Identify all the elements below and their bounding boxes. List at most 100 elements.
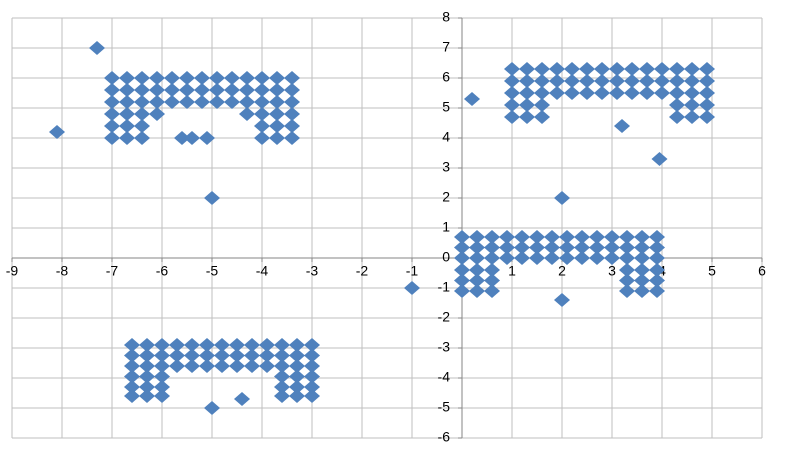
- marker: [684, 86, 700, 100]
- marker: [649, 273, 665, 288]
- marker: [624, 74, 640, 88]
- marker: [239, 71, 255, 85]
- marker: [654, 62, 670, 76]
- marker: [534, 110, 550, 124]
- x-tick-label: -1: [406, 263, 419, 279]
- marker: [649, 263, 665, 277]
- marker: [259, 338, 275, 352]
- y-tick-label: -2: [438, 309, 451, 325]
- marker: [549, 86, 565, 100]
- marker: [504, 98, 520, 112]
- y-tick-label: -1: [438, 279, 451, 295]
- marker: [284, 95, 300, 109]
- y-tick-label: -6: [438, 429, 451, 445]
- marker: [579, 74, 595, 88]
- y-tick-label: -5: [438, 399, 451, 415]
- marker: [199, 131, 215, 145]
- marker: [469, 251, 485, 265]
- marker: [209, 95, 225, 109]
- marker: [499, 230, 515, 244]
- y-tick-label: 6: [442, 69, 450, 85]
- marker: [684, 98, 700, 112]
- marker: [134, 131, 150, 145]
- marker: [284, 83, 300, 97]
- marker: [104, 83, 120, 97]
- marker: [119, 95, 135, 109]
- marker: [699, 98, 715, 112]
- marker: [274, 348, 290, 363]
- marker: [164, 95, 180, 109]
- marker: [669, 62, 685, 76]
- marker: [504, 86, 520, 100]
- marker: [454, 230, 470, 244]
- marker: [559, 251, 575, 265]
- marker: [484, 263, 500, 277]
- y-tick-label: 8: [442, 9, 450, 25]
- marker: [124, 348, 140, 363]
- marker: [634, 230, 650, 244]
- marker: [634, 263, 650, 277]
- marker: [484, 273, 500, 288]
- marker: [179, 83, 195, 97]
- marker: [244, 338, 260, 352]
- marker: [124, 359, 140, 373]
- y-tick-label: 0: [442, 249, 450, 265]
- marker: [199, 348, 215, 363]
- marker: [684, 62, 700, 76]
- marker: [649, 230, 665, 244]
- marker: [614, 119, 630, 133]
- marker: [549, 74, 565, 88]
- marker: [684, 74, 700, 88]
- marker: [654, 86, 670, 100]
- marker: [199, 359, 215, 373]
- marker: [184, 359, 200, 373]
- marker: [139, 380, 155, 394]
- x-tick-label: -7: [106, 263, 119, 279]
- marker: [229, 348, 245, 363]
- marker: [269, 71, 285, 85]
- x-tick-label: -4: [256, 263, 269, 279]
- marker: [559, 230, 575, 244]
- marker: [634, 273, 650, 288]
- marker: [544, 230, 560, 244]
- marker: [244, 348, 260, 363]
- marker: [119, 107, 135, 121]
- marker: [519, 110, 535, 124]
- marker: [564, 86, 580, 100]
- marker: [124, 369, 140, 384]
- x-tick-label: -5: [206, 263, 219, 279]
- y-tick-label: 5: [442, 99, 450, 115]
- marker: [259, 348, 275, 363]
- marker: [289, 389, 305, 403]
- marker: [574, 230, 590, 244]
- marker: [119, 71, 135, 85]
- marker: [454, 240, 470, 255]
- marker: [529, 251, 545, 265]
- marker: [454, 251, 470, 265]
- marker: [104, 71, 120, 85]
- marker: [269, 131, 285, 145]
- marker: [649, 251, 665, 265]
- marker: [544, 240, 560, 255]
- marker: [139, 338, 155, 352]
- y-tick-label: 3: [442, 159, 450, 175]
- marker: [209, 71, 225, 85]
- marker: [134, 71, 150, 85]
- marker: [619, 240, 635, 255]
- x-tick-label: -9: [6, 263, 19, 279]
- x-tick-label: -6: [156, 263, 169, 279]
- marker: [304, 338, 320, 352]
- marker: [284, 131, 300, 145]
- marker: [624, 86, 640, 100]
- marker: [469, 240, 485, 255]
- marker: [499, 251, 515, 265]
- marker: [199, 338, 215, 352]
- marker: [234, 392, 250, 406]
- marker: [214, 338, 230, 352]
- marker: [169, 338, 185, 352]
- marker: [214, 348, 230, 363]
- marker: [154, 389, 170, 403]
- marker: [274, 389, 290, 403]
- marker: [104, 131, 120, 145]
- x-tick-label: -8: [56, 263, 69, 279]
